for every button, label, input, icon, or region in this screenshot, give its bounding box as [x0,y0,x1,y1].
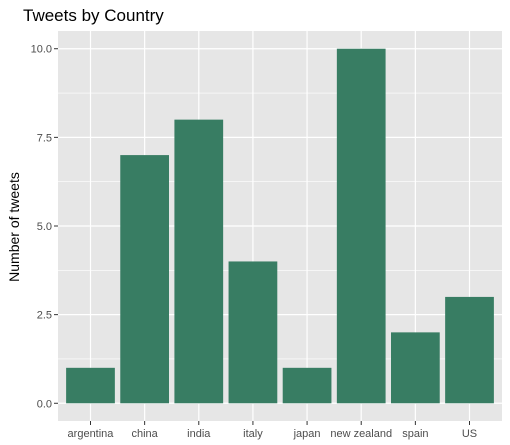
x-tick-label: india [187,428,211,440]
x-tick-label: argentina [68,428,115,440]
bar-japan [282,367,332,404]
y-tick-label: 5.0 [37,221,52,233]
x-tick-label: US [462,428,477,440]
bar-china [120,155,169,404]
x-tick-label: japan [293,428,321,440]
bar-italy [228,261,278,404]
x-tick-label: italy [243,428,263,440]
x-tick-label: new zealand [330,428,392,440]
y-tick-label: 2.5 [37,310,52,322]
bars [66,48,494,404]
bar-new-zealand [336,48,386,404]
y-tick-label: 10.0 [31,44,52,56]
bar-india [174,119,224,404]
bar-spain [391,332,440,404]
y-tick-label: 7.5 [37,132,52,144]
bar-argentina [66,367,115,404]
x-axis-ticks: argentina china india italy japan new zealand… [68,421,477,440]
chart-title: Tweets by Country [23,6,164,25]
bar-us [445,296,494,404]
y-axis-label: Number of tweets [6,172,22,282]
x-tick-label: spain [402,428,428,440]
y-tick-label: 0.0 [37,398,52,410]
x-tick-label: china [131,428,158,440]
y-axis-ticks: 0.0 2.5 5.0 7.5 10.0 [31,44,58,410]
